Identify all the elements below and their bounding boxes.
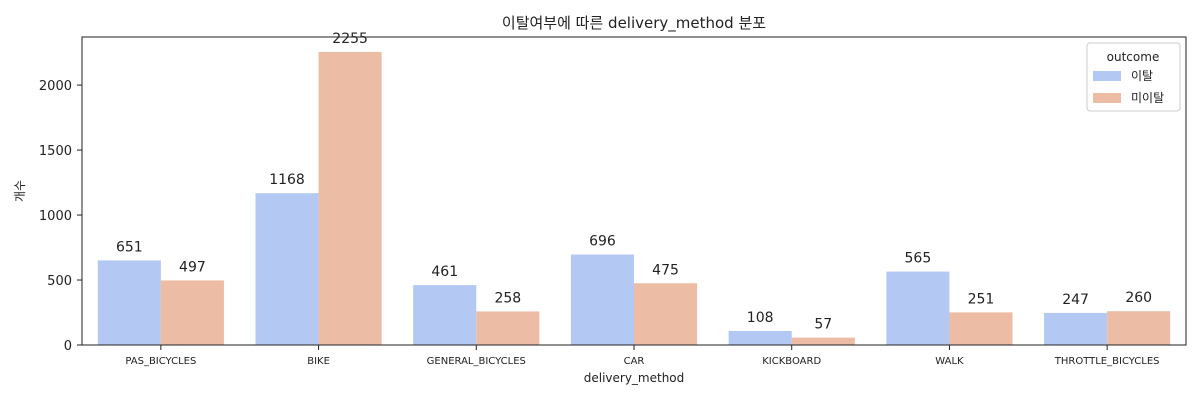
bar	[791, 337, 855, 345]
legend-swatch-retained	[1093, 93, 1121, 103]
data-label: 247	[1062, 292, 1089, 308]
y-tick-label: 1000	[39, 209, 72, 224]
y-axis: 0 500 1000 1500 2000	[39, 79, 82, 354]
bar	[97, 260, 161, 345]
bar	[318, 51, 382, 345]
y-tick-label: 2000	[39, 79, 72, 94]
data-label: 260	[1125, 290, 1152, 306]
plot-frame	[81, 36, 1187, 346]
legend-label-churn: 이탈	[1131, 69, 1153, 83]
x-tick-label: KICKBOARD	[762, 356, 821, 367]
data-label: 57	[814, 317, 832, 333]
data-label: 475	[652, 262, 679, 278]
bars-group: 651 1168 461 696 108 565 247 497 2255 258 475 57 251…	[97, 31, 1171, 345]
bar	[476, 311, 540, 345]
data-label: 696	[589, 234, 616, 250]
x-tick-label: BIKE	[307, 356, 330, 367]
data-label: 1168	[269, 172, 305, 188]
legend-swatch-churn	[1093, 71, 1121, 81]
data-label: 251	[968, 291, 995, 307]
data-label: 108	[747, 310, 774, 326]
bar	[570, 254, 634, 345]
x-tick-label: PAS_BICYCLES	[125, 356, 196, 367]
data-label: 651	[116, 239, 143, 255]
x-tick-label: THROTTLE_BICYCLES	[1054, 356, 1160, 367]
legend: outcome 이탈 미이탈	[1086, 42, 1181, 112]
data-label: 258	[494, 290, 521, 306]
x-axis-label: delivery_method	[584, 371, 685, 385]
data-label: 565	[905, 251, 932, 267]
bar	[1044, 312, 1108, 345]
x-tick-label: WALK	[935, 356, 964, 367]
bar	[413, 285, 477, 345]
bar	[634, 283, 698, 345]
bar	[949, 312, 1013, 345]
data-label: 461	[431, 264, 458, 280]
chart-title: 이탈여부에 따른 delivery_method 분포	[502, 14, 766, 33]
y-tick-label: 0	[64, 339, 72, 354]
x-tick-label: CAR	[624, 356, 645, 367]
bar	[255, 193, 319, 345]
data-label: 497	[179, 259, 206, 275]
y-axis-label: 개수	[13, 180, 27, 202]
bar	[1107, 311, 1171, 345]
data-label: 2255	[332, 31, 368, 47]
x-axis: PAS_BICYCLES BIKE GENERAL_BICYCLES CAR KICKB…	[125, 345, 1160, 367]
bar	[160, 280, 224, 345]
y-tick-label: 1500	[39, 144, 72, 159]
bar	[886, 271, 950, 345]
legend-title: outcome	[1107, 50, 1160, 64]
y-tick-label: 500	[47, 274, 72, 289]
x-tick-label: GENERAL_BICYCLES	[427, 356, 526, 367]
legend-label-retained: 미이탈	[1131, 91, 1164, 105]
bar	[728, 330, 792, 345]
